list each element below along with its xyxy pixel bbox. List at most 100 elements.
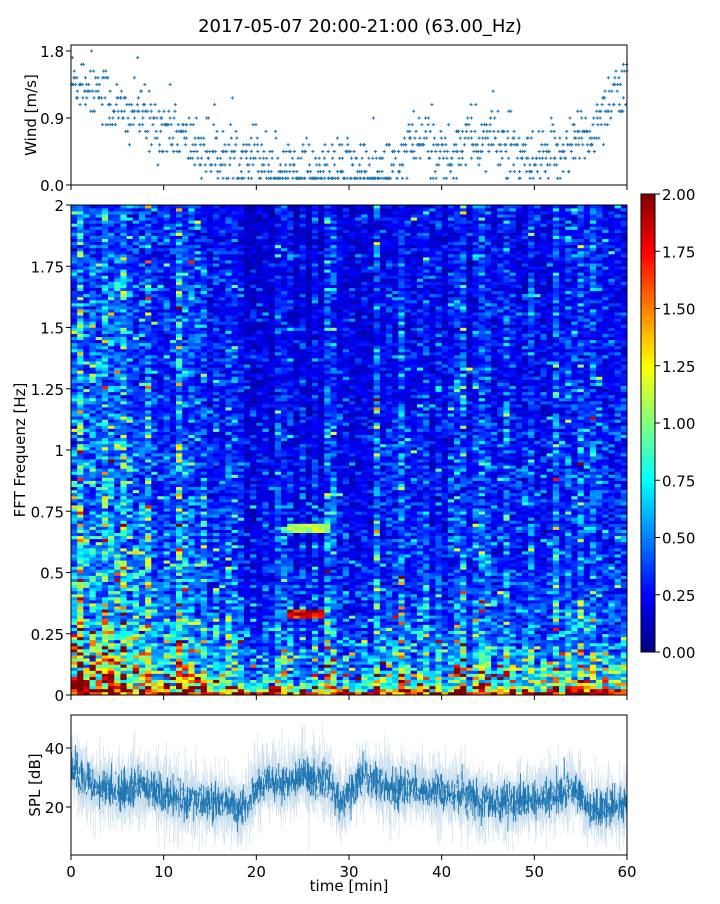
wind-point [153, 103, 156, 106]
heatmap-cell [77, 226, 84, 229]
heatmap-cell [139, 282, 146, 285]
heatmap-cell [90, 355, 97, 358]
heatmap-cell [219, 490, 226, 493]
heatmap-cell [170, 508, 177, 511]
wind-point [251, 163, 254, 166]
heatmap-cell [151, 416, 158, 419]
heatmap-cell [164, 631, 171, 634]
heatmap-cell [90, 346, 97, 349]
heatmap-cell [145, 404, 152, 407]
heatmap-cell [207, 566, 214, 569]
heatmap-cell [151, 315, 158, 318]
heatmap-cell [213, 634, 220, 637]
wind-point [301, 143, 304, 146]
heatmap-cell [133, 569, 140, 572]
heatmap-cell [201, 478, 208, 481]
heatmap-cell [120, 471, 127, 474]
heatmap-cell [108, 487, 115, 490]
wind-point [432, 123, 435, 126]
heatmap-cell [127, 324, 134, 327]
heatmap-cell [133, 563, 140, 566]
heatmap-cell [102, 211, 109, 214]
heatmap-cell [170, 242, 177, 245]
heatmap-cell [145, 438, 152, 441]
heatmap-cell [213, 245, 220, 248]
heatmap-cell [182, 233, 189, 236]
heatmap-cell [145, 612, 152, 615]
heatmap-cell [151, 456, 158, 459]
heatmap-cell [120, 364, 127, 367]
heatmap-cell [71, 367, 78, 370]
heatmap-cell [225, 499, 232, 502]
heatmap-cell [207, 514, 214, 517]
heatmap-cell [170, 634, 177, 637]
wind-point [291, 177, 294, 180]
heatmap-cell [201, 566, 208, 569]
heatmap-cell [120, 321, 127, 324]
heatmap-cell [188, 239, 195, 242]
heatmap-cell [145, 263, 152, 266]
wind-point [492, 90, 495, 93]
heatmap-cell [96, 514, 103, 517]
heatmap-cell [127, 548, 134, 551]
heatmap-cell [96, 640, 103, 643]
heatmap-cell [151, 502, 158, 505]
heatmap-cell [164, 487, 171, 490]
heatmap-cell [151, 588, 158, 591]
heatmap-cell [219, 637, 226, 640]
heatmap-cell [195, 422, 202, 425]
wind-point [126, 116, 129, 119]
heatmap-cell [139, 560, 146, 563]
heatmap-cell [188, 285, 195, 288]
heatmap-cell [127, 481, 134, 484]
heatmap-cell [90, 520, 97, 523]
heatmap-cell [114, 364, 121, 367]
heatmap-cell [219, 331, 226, 334]
heatmap-cell [90, 358, 97, 361]
heatmap-cell [176, 334, 183, 337]
heatmap-cell [182, 667, 189, 670]
heatmap-cell [71, 346, 78, 349]
heatmap-cell [102, 527, 109, 530]
heatmap-cell [71, 315, 78, 318]
heatmap-cell [213, 536, 220, 539]
heatmap-cell [77, 545, 84, 548]
heatmap-cell [157, 214, 164, 217]
heatmap-cell [219, 407, 226, 410]
heatmap-cell [133, 377, 140, 380]
heatmap-cell [201, 618, 208, 621]
heatmap-cell [96, 328, 103, 331]
heatmap-cell [219, 288, 226, 291]
heatmap-cell [114, 508, 121, 511]
heatmap-cell [145, 520, 152, 523]
heatmap-cell [77, 211, 84, 214]
wind-point [327, 150, 330, 153]
heatmap-cell [102, 661, 109, 664]
heatmap-cell [114, 370, 121, 373]
heatmap-cell [114, 291, 121, 294]
heatmap-cell [170, 557, 177, 560]
heatmap-cell [151, 441, 158, 444]
heatmap-cell [127, 493, 134, 496]
heatmap-cell [133, 208, 140, 211]
wind-point [573, 130, 576, 133]
heatmap-cell [195, 395, 202, 398]
heatmap-cell [145, 364, 152, 367]
heatmap-cell [96, 318, 103, 321]
heatmap-cell [77, 236, 84, 239]
heatmap-cell [201, 254, 208, 257]
heatmap-cell [219, 254, 226, 257]
heatmap-cell [133, 671, 140, 674]
wind-point [484, 170, 487, 173]
heatmap-cell [96, 312, 103, 315]
heatmap-cell [207, 612, 214, 615]
heatmap-cell [164, 634, 171, 637]
heatmap-cell [96, 680, 103, 683]
heatmap-cell [114, 612, 121, 615]
heatmap-cell [195, 245, 202, 248]
heatmap-cell [201, 370, 208, 373]
heatmap-cell [157, 597, 164, 600]
heatmap-cell [145, 435, 152, 438]
heatmap-cell [164, 612, 171, 615]
heatmap-cell [201, 527, 208, 530]
